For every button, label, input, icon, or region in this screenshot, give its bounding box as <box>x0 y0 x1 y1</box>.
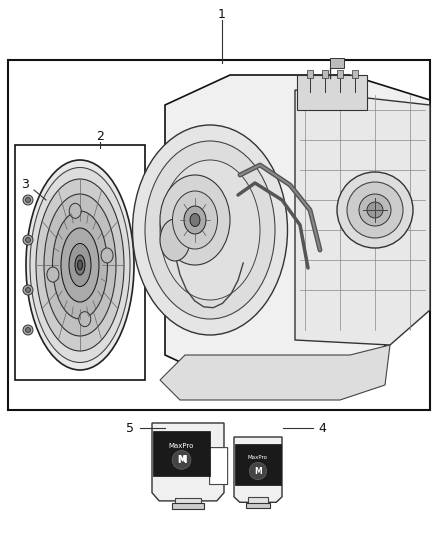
Text: MaxPro: MaxPro <box>169 443 194 449</box>
Ellipse shape <box>53 211 107 319</box>
Circle shape <box>25 198 31 203</box>
Circle shape <box>25 287 31 293</box>
Bar <box>8 60 430 410</box>
Bar <box>175 498 201 505</box>
Bar <box>307 70 313 78</box>
Bar <box>246 503 270 508</box>
Polygon shape <box>165 75 430 385</box>
Ellipse shape <box>101 248 113 263</box>
Bar <box>352 70 358 78</box>
Bar <box>337 70 343 78</box>
Bar <box>322 70 328 78</box>
Ellipse shape <box>145 141 275 319</box>
Circle shape <box>23 235 33 245</box>
Ellipse shape <box>30 167 130 362</box>
Ellipse shape <box>184 206 206 234</box>
Polygon shape <box>152 423 224 501</box>
Circle shape <box>249 462 267 480</box>
Ellipse shape <box>26 160 134 370</box>
Ellipse shape <box>160 160 260 300</box>
Text: 1: 1 <box>218 9 226 21</box>
Bar <box>235 444 281 484</box>
Ellipse shape <box>36 179 124 351</box>
Ellipse shape <box>79 312 91 327</box>
Ellipse shape <box>173 191 218 249</box>
Ellipse shape <box>160 219 190 261</box>
Ellipse shape <box>69 203 81 219</box>
Ellipse shape <box>190 214 200 227</box>
Text: 4: 4 <box>318 422 326 434</box>
Ellipse shape <box>75 255 85 275</box>
Circle shape <box>23 325 33 335</box>
Circle shape <box>367 202 383 218</box>
Text: M: M <box>254 466 262 475</box>
Polygon shape <box>295 90 430 345</box>
Text: 3: 3 <box>21 179 29 191</box>
Circle shape <box>23 285 33 295</box>
Ellipse shape <box>133 125 287 335</box>
Ellipse shape <box>160 175 230 265</box>
Ellipse shape <box>47 267 59 282</box>
Circle shape <box>359 194 391 226</box>
Circle shape <box>347 182 403 238</box>
Text: M: M <box>177 455 186 465</box>
Ellipse shape <box>61 228 99 302</box>
Bar <box>15 145 145 380</box>
Polygon shape <box>160 345 390 400</box>
Bar <box>153 431 210 477</box>
Bar <box>248 497 268 504</box>
Bar <box>330 58 344 68</box>
FancyBboxPatch shape <box>213 451 224 480</box>
Circle shape <box>25 238 31 243</box>
Circle shape <box>25 327 31 333</box>
Circle shape <box>337 172 413 248</box>
Ellipse shape <box>44 194 116 336</box>
Text: 2: 2 <box>96 131 104 143</box>
Text: M: M <box>177 455 186 464</box>
Text: MaxPro: MaxPro <box>248 455 268 460</box>
Circle shape <box>172 450 191 469</box>
Bar <box>172 503 204 509</box>
Ellipse shape <box>69 244 91 287</box>
Text: 5: 5 <box>126 422 134 434</box>
Polygon shape <box>234 437 282 502</box>
Circle shape <box>23 195 33 205</box>
Ellipse shape <box>78 260 82 270</box>
FancyBboxPatch shape <box>210 448 228 484</box>
FancyBboxPatch shape <box>297 75 367 110</box>
